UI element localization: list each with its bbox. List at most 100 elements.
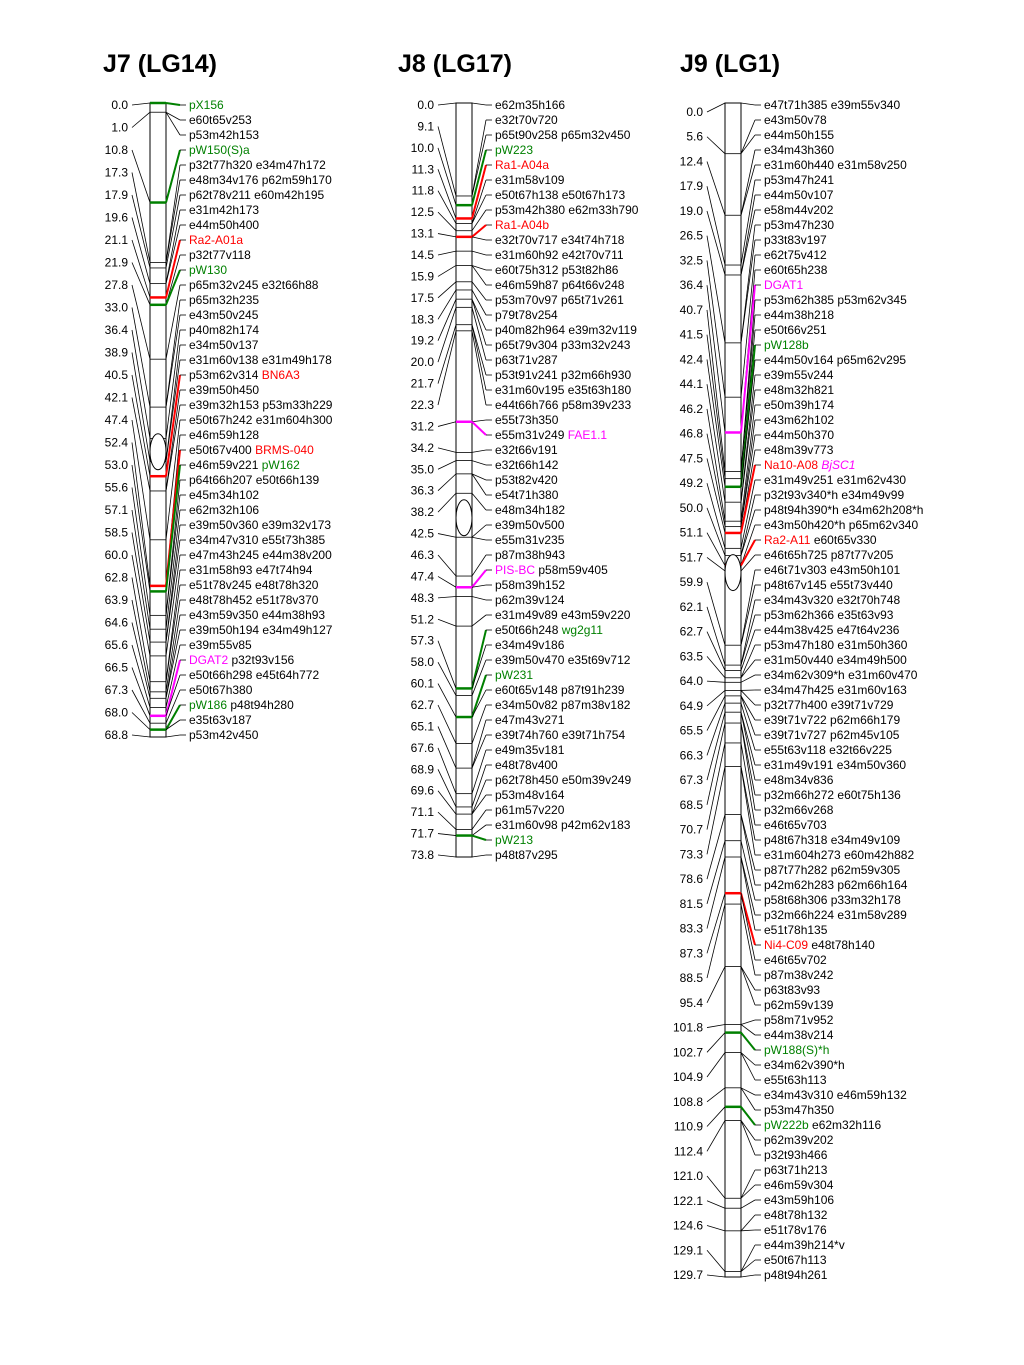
position-label: 102.7 — [673, 1045, 703, 1059]
marker-name: e60t65h238 — [764, 263, 828, 277]
position-connector — [437, 147, 457, 206]
marker-name: p65t79v304 p33m32v243 — [495, 338, 631, 352]
position-label: 67.3 — [105, 683, 129, 697]
marker-label: p32t93v340*h e34m49v99 — [764, 488, 904, 502]
position-label: 68.5 — [680, 798, 704, 812]
position-connector — [131, 262, 151, 305]
marker-name: e31m58h93 e47t74h94 — [189, 563, 313, 577]
marker-connector — [740, 1169, 756, 1199]
marker-name: p53m42v450 — [189, 728, 259, 742]
marker-name: p62m39v124 — [495, 593, 565, 607]
marker-label: e39m32h153 p53m33h229 — [189, 398, 333, 412]
position-connector — [437, 421, 457, 427]
marker-connector — [740, 1052, 756, 1066]
marker-name: Ra1-A04b — [495, 218, 549, 232]
position-connector — [706, 856, 726, 929]
position-label: 46.3 — [411, 548, 435, 562]
marker-connector — [471, 779, 487, 815]
marker-connector — [471, 419, 487, 423]
marker-name: e62t75v412 — [764, 248, 827, 262]
marker-label: Ni4-C09 e48t78h140 — [764, 938, 875, 952]
position-label: 70.7 — [680, 823, 704, 837]
position-connector — [706, 1225, 726, 1232]
marker-name: e39t71v727 p62m45v105 — [764, 728, 900, 742]
marker-label: p65t79v304 p33m32v243 — [495, 338, 631, 352]
marker-name: e43m59h106 — [764, 1193, 834, 1207]
marker-name: e32t66h142 — [495, 458, 559, 472]
marker-label: e31m60h440 e31m58v250 — [764, 158, 907, 172]
marker-connector — [165, 689, 181, 724]
marker-connector — [471, 330, 487, 406]
position-connector — [437, 726, 457, 769]
position-connector — [131, 532, 151, 643]
marker-name: p53m42h380 e62m33h790 — [495, 203, 639, 217]
position-label: 34.2 — [411, 441, 435, 455]
marker-label: pW186 p48t94h280 — [189, 698, 294, 712]
position-connector — [131, 217, 151, 284]
marker-connector — [165, 419, 181, 540]
position-label: 58.0 — [411, 655, 435, 669]
marker-name: p53m62h366 e35t63v93 — [764, 608, 894, 622]
marker-label: e39m55v244 — [764, 368, 834, 382]
position-label: 42.4 — [680, 352, 704, 366]
marker-connector — [740, 695, 756, 736]
centromere — [149, 433, 167, 471]
marker-name: e49m35v181 — [495, 743, 565, 757]
marker-name: Ra2-A11 — [764, 533, 811, 547]
marker-label: p53m42v450 — [189, 728, 259, 742]
marker-name: e54t71h380 — [495, 488, 559, 502]
marker-name: e51t78v245 e48t78h320 — [189, 578, 319, 592]
marker-name: e46t65v703 — [764, 818, 827, 832]
marker-connector — [165, 734, 181, 738]
marker-connector — [740, 712, 756, 766]
marker-name: p32m66h272 e60t75h136 — [764, 788, 901, 802]
position-connector — [131, 689, 151, 724]
marker-label: e60t65h238 — [764, 263, 828, 277]
marker-label: e39m50h194 e34m49h127 — [189, 623, 333, 637]
marker-connector — [471, 473, 487, 481]
marker-connector — [740, 629, 756, 671]
marker-name: pW186 — [189, 698, 227, 712]
marker-label: p53m42h153 — [189, 128, 259, 142]
position-label: 65.1 — [411, 719, 435, 733]
position-label: 73.8 — [411, 848, 435, 862]
position-connector — [131, 194, 151, 269]
marker-label: p62m59v139 — [764, 998, 834, 1012]
marker-name: p62m39v202 — [764, 1133, 834, 1147]
position-connector — [437, 576, 457, 588]
marker-name: e32t70v720 — [495, 113, 558, 127]
marker-name: e60t75h312 p53t82h86 — [495, 263, 619, 277]
marker-connector — [471, 614, 487, 627]
marker-connector — [165, 164, 181, 263]
marker-name: Ra2-A01a — [189, 233, 243, 247]
position-label: 10.8 — [105, 143, 129, 157]
marker-name: e31m49v251 e31m62v430 — [764, 473, 906, 487]
position-connector — [706, 656, 726, 679]
position-connector — [131, 102, 151, 106]
marker-name: e50t66h248 — [495, 623, 562, 637]
marker-name: p48t94h261 — [764, 1268, 828, 1282]
marker-label: p32t77v118 — [189, 248, 251, 262]
position-connector — [706, 1024, 726, 1028]
marker-label: e55t63v118 e32t66v225 — [764, 743, 892, 757]
marker-name: e46m59h128 — [189, 428, 259, 442]
marker-name: p63t71v287 — [495, 353, 558, 367]
marker-name: pW128b — [764, 338, 809, 352]
position-connector — [131, 172, 151, 263]
linkage-group-0: 0.0 1.0 10.8 17.3 17.9 19.6 21.1 21.9 27.8 33.0 36… — [105, 98, 333, 742]
marker-connector — [471, 299, 487, 346]
marker-name: DGAT1 — [764, 278, 803, 292]
marker-name: e43m62h102 — [764, 413, 834, 427]
linkage-group-title-j7: J7 (LG14) — [103, 50, 217, 78]
marker-label: e44m50h155 — [764, 128, 834, 142]
position-connector — [706, 903, 726, 979]
marker-label: e50t67v400 BRMS-040 — [189, 443, 314, 457]
marker-connector — [165, 269, 181, 306]
marker-name: p58m39h152 — [495, 578, 565, 592]
marker-label: e46m59h128 — [189, 428, 259, 442]
marker-connector — [740, 494, 756, 556]
position-connector — [706, 210, 726, 276]
position-connector — [437, 330, 457, 406]
marker-name: e47m43h245 e44m38v200 — [189, 548, 332, 562]
